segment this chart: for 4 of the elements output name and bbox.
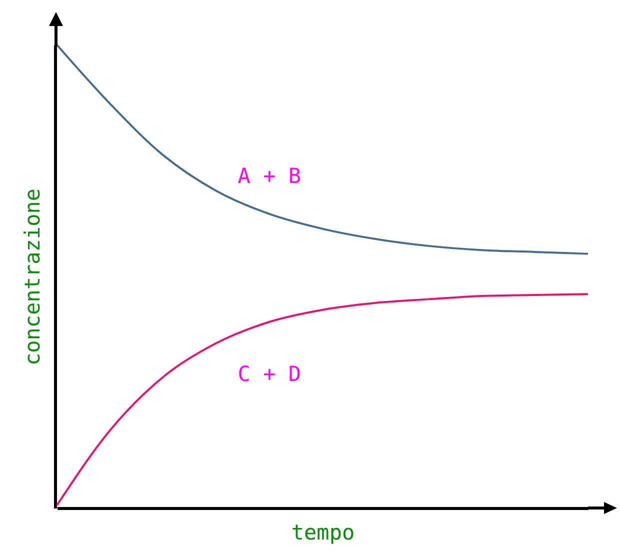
x-axis-title: tempo (291, 520, 355, 544)
series-label: A + B (238, 164, 302, 188)
y-axis-title: concentrazione (20, 188, 44, 366)
series-label: C + D (238, 362, 302, 386)
